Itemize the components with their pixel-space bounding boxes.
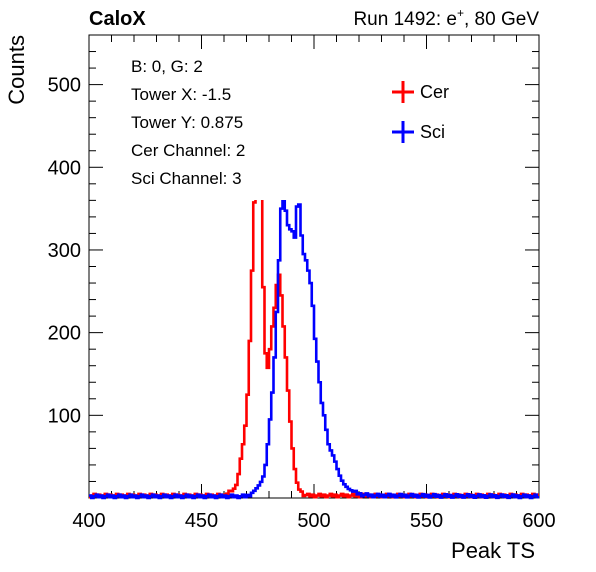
info-line-cer-channel: Cer Channel: 2 [131,141,245,160]
x-tick-label: 500 [297,510,330,532]
legend: Cer Sci [392,81,449,143]
experiment-label: CaloX [89,8,146,30]
info-line-tower-y: Tower Y: 0.875 [131,113,243,132]
data-series [89,141,539,500]
y-tick-label: 200 [48,323,81,345]
info-line-board: B: 0, G: 2 [131,57,203,76]
run-info-prefix: Run 1492: e [353,9,457,30]
y-tick-label: 500 [48,75,81,97]
run-info-superscript: + [457,6,464,20]
tick-labels: 400 450 500 550 600 100 200 300 400 500 [48,75,556,532]
run-info-suffix: , 80 GeV [464,9,539,30]
x-tick-label: 450 [185,510,218,532]
x-axis-title: Peak TS [451,538,535,563]
run-info: Run 1492: e+, 80 GeV [353,6,539,30]
info-line-tower-x: Tower X: -1.5 [131,85,231,104]
y-tick-label: 100 [48,405,81,427]
x-tick-label: 600 [522,510,555,532]
legend-label-cer: Cer [420,82,449,102]
y-tick-label: 400 [48,157,81,179]
x-tick-label: 400 [72,510,105,532]
series-line-sci [89,199,539,500]
info-box: B: 0, G: 2 Tower X: -1.5 Tower Y: 0.875 … [126,52,360,200]
y-axis-title: Counts [4,35,29,105]
legend-label-sci: Sci [420,122,445,142]
legend-marker-sci [392,121,414,143]
legend-marker-cer [392,81,414,103]
x-tick-label: 550 [410,510,443,532]
info-box-background [126,52,360,200]
info-line-sci-channel: Sci Channel: 3 [131,169,242,188]
y-tick-label: 300 [48,240,81,262]
